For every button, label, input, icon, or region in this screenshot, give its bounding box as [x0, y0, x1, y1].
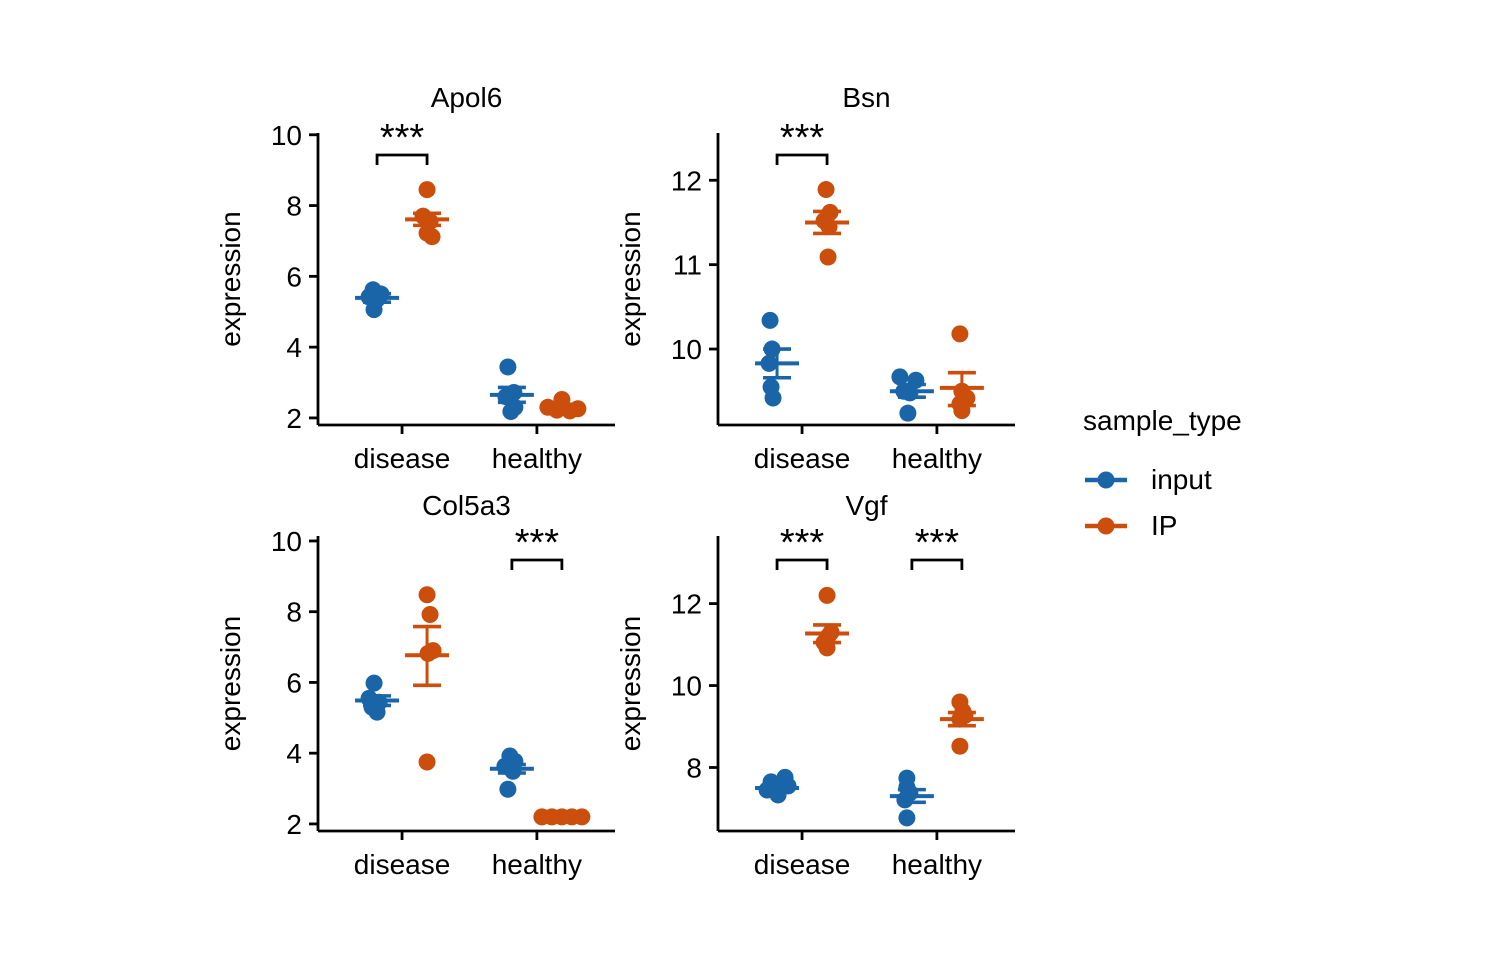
legend: sample_type input IP	[1083, 404, 1242, 555]
y-tick-label: 10	[671, 671, 702, 702]
y-axis-label: expression	[215, 211, 246, 346]
data-point	[899, 404, 917, 422]
y-axis-label: expression	[615, 211, 646, 346]
data-point	[818, 586, 836, 604]
legend-item-label: IP	[1151, 510, 1178, 541]
x-tick-label: disease	[354, 443, 451, 474]
group-healthy-input	[889, 368, 934, 422]
legend-item-ip: IP	[1083, 509, 1242, 542]
x-tick-label: disease	[754, 443, 851, 474]
group-healthy-IP	[939, 325, 984, 420]
panel-Vgf: Vgf 8 10 12 disease healthy expression *** ***	[615, 490, 1015, 880]
x-tick-label: healthy	[892, 443, 982, 474]
significance-label: ***	[780, 522, 825, 564]
data-point	[499, 358, 517, 376]
y-tick-label: 8	[286, 597, 302, 628]
data-point	[761, 311, 779, 329]
x-tick-label: disease	[754, 849, 851, 880]
data-point	[418, 181, 436, 199]
group-healthy-input	[889, 769, 934, 827]
data-point	[951, 737, 969, 755]
y-tick-label: 12	[671, 589, 702, 620]
legend-item-input: input	[1083, 463, 1242, 496]
significance-bracket	[910, 558, 964, 570]
group-disease-IP	[805, 181, 850, 266]
y-tick-label: 6	[286, 261, 302, 292]
y-axis-label: expression	[215, 616, 246, 751]
legend-item-label: input	[1151, 464, 1212, 495]
y-tick-label: 12	[671, 165, 702, 196]
panel-Bsn: Bsn 10 11 12 disease healthy expression ***	[615, 82, 1015, 474]
data-point	[368, 703, 386, 721]
data-point	[819, 248, 837, 266]
y-tick-label: 10	[271, 526, 302, 557]
significance-label: ***	[915, 522, 960, 564]
group-healthy-IP	[539, 391, 587, 420]
y-tick-label: 8	[686, 752, 702, 783]
group-healthy-IP	[533, 808, 591, 826]
group-disease-input	[755, 768, 800, 804]
data-point	[499, 780, 517, 798]
data-point	[502, 403, 520, 421]
data-point	[898, 809, 916, 827]
data-point	[365, 674, 383, 692]
ip-pointrange-key-icon	[1085, 517, 1127, 534]
group-disease-input	[755, 311, 800, 407]
group-healthy-input	[489, 747, 534, 798]
group-disease-input	[355, 281, 400, 319]
group-disease-input	[355, 674, 400, 721]
x-tick-label: healthy	[492, 849, 582, 880]
group-healthy-IP	[939, 693, 984, 755]
data-point	[951, 325, 969, 343]
data-point	[418, 753, 436, 771]
data-point	[423, 228, 441, 246]
panel-title: Vgf	[845, 490, 887, 521]
panel-title: Bsn	[842, 82, 890, 113]
y-tick-label: 4	[286, 332, 302, 363]
data-point	[421, 606, 439, 624]
significance-bracket	[375, 153, 429, 165]
panel-Col5a3: Col5a3 2 4 6 8 10 disease healthy expression ***	[215, 490, 615, 880]
x-tick-label: disease	[354, 849, 451, 880]
y-tick-label: 6	[286, 667, 302, 698]
data-point	[891, 368, 909, 386]
y-tick-label: 8	[286, 191, 302, 222]
x-tick-label: healthy	[492, 443, 582, 474]
y-axis-label: expression	[615, 616, 646, 751]
y-tick-label: 2	[286, 403, 302, 434]
group-disease-IP	[805, 586, 850, 657]
panel-Apol6: Apol6 2 4 6 8 10 disease healthy expression ***	[215, 82, 615, 474]
group-healthy-input	[489, 358, 534, 421]
legend-title: sample_type	[1083, 405, 1242, 436]
data-point	[365, 301, 383, 319]
data-point	[764, 389, 782, 407]
data-point	[817, 181, 835, 199]
group-disease-IP	[405, 586, 450, 771]
panel-title: Apol6	[431, 82, 503, 113]
panel-title: Col5a3	[422, 490, 511, 521]
significance-bracket	[775, 153, 829, 165]
significance-label: ***	[780, 117, 825, 159]
significance-label: ***	[380, 117, 425, 159]
y-tick-label: 10	[271, 120, 302, 151]
y-tick-label: 10	[671, 334, 702, 365]
data-point	[418, 586, 436, 604]
significance-label: ***	[515, 522, 560, 564]
y-tick-label: 11	[673, 250, 702, 281]
y-tick-label: 4	[286, 738, 302, 769]
group-disease-IP	[405, 181, 450, 246]
significance-bracket	[510, 558, 564, 570]
significance-bracket	[775, 558, 829, 570]
x-tick-label: healthy	[892, 849, 982, 880]
input-pointrange-key-icon	[1085, 471, 1127, 488]
y-tick-label: 2	[286, 809, 302, 840]
